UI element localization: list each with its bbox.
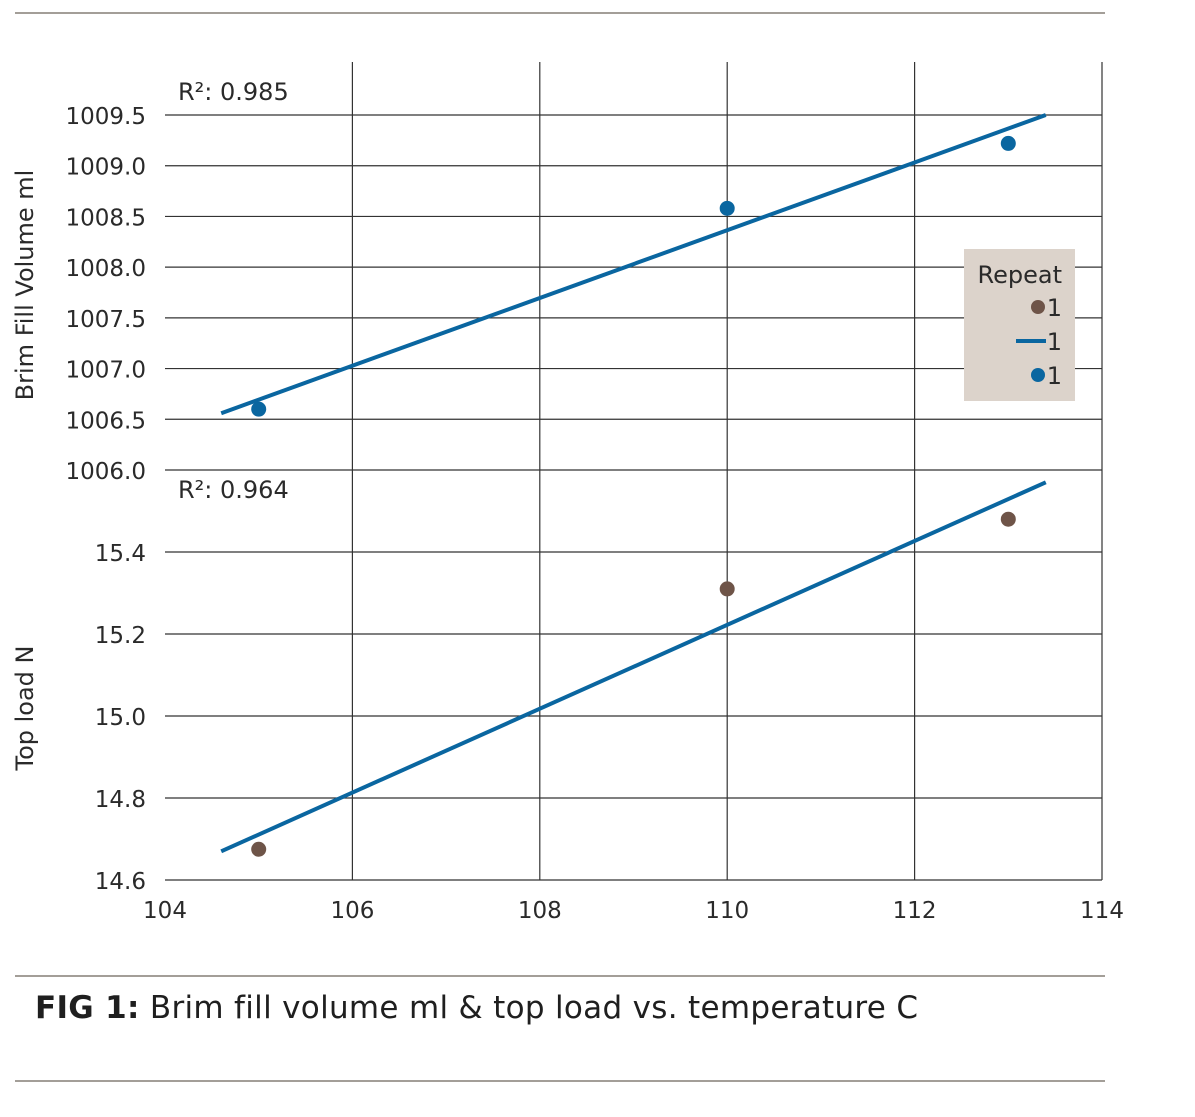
- y-tick-label: 1006.5: [66, 408, 146, 434]
- fit-line: [220, 113, 1047, 416]
- legend-label: 1: [1047, 294, 1062, 322]
- data-point: [251, 841, 267, 857]
- y-tick-label: 15.2: [95, 623, 146, 649]
- x-tick-label: 106: [330, 898, 374, 924]
- x-tick-label: 112: [893, 898, 937, 924]
- y-tick-label: 1008.5: [66, 205, 146, 231]
- legend-label: 1: [1047, 328, 1062, 356]
- x-tick-label: 110: [705, 898, 749, 924]
- data-point: [1000, 511, 1016, 527]
- y-tick-label: 1006.0: [66, 459, 146, 485]
- y-axis-label: Brim Fill Volume ml: [11, 170, 39, 401]
- y-tick-label: 15.0: [95, 705, 146, 731]
- data-point: [1000, 135, 1016, 151]
- middle-rule: [15, 975, 1105, 977]
- legend-marker-point: [1031, 300, 1045, 314]
- data-point: [251, 401, 267, 417]
- data-point: [719, 200, 735, 216]
- legend-box: [964, 249, 1075, 401]
- y-axis-label: Top load N: [11, 645, 39, 771]
- legend-title: Repeat: [978, 261, 1062, 289]
- x-tick-label: 104: [143, 898, 187, 924]
- y-tick-label: 1007.5: [66, 307, 146, 333]
- x-tick-label: 114: [1080, 898, 1124, 924]
- series-layer: [220, 113, 1047, 857]
- caption-text: Brim fill volume ml & top load vs. tempe…: [149, 990, 919, 1026]
- x-tick-label: 108: [518, 898, 562, 924]
- y-tick-label: 14.8: [95, 787, 146, 813]
- r-squared-annotation: R²: 0.964: [178, 476, 289, 504]
- legend-marker-point: [1031, 368, 1045, 382]
- caption-prefix: FIG 1:: [35, 990, 140, 1026]
- top-rule: [15, 12, 1105, 14]
- dual-panel-scatter-chart: 1006.0 1006.5 1007.0 1007.5 1008.0 1008.5 1009…: [11, 62, 1124, 924]
- y-tick-label: 1009.0: [66, 155, 146, 181]
- y-tick-label: 1007.0: [66, 358, 146, 384]
- y-tick-label: 1009.5: [66, 104, 146, 130]
- y-tick-label: 14.6: [95, 869, 146, 895]
- fit-line: [220, 480, 1047, 854]
- legend-label: 1: [1047, 362, 1062, 390]
- text-layer: 1006.0 1006.5 1007.0 1007.5 1008.0 1008.5 1009…: [11, 78, 1124, 924]
- grid-layer: [165, 62, 1103, 881]
- r-squared-annotation: R²: 0.985: [178, 78, 289, 106]
- y-tick-label: 1008.0: [66, 256, 146, 282]
- bottom-rule: [15, 1080, 1105, 1082]
- legend: Repeat 1 1 1: [964, 249, 1075, 401]
- data-point: [719, 581, 735, 597]
- figure-caption: FIG 1: Brim fill volume ml & top load vs…: [35, 990, 918, 1026]
- y-tick-label: 15.4: [95, 541, 146, 567]
